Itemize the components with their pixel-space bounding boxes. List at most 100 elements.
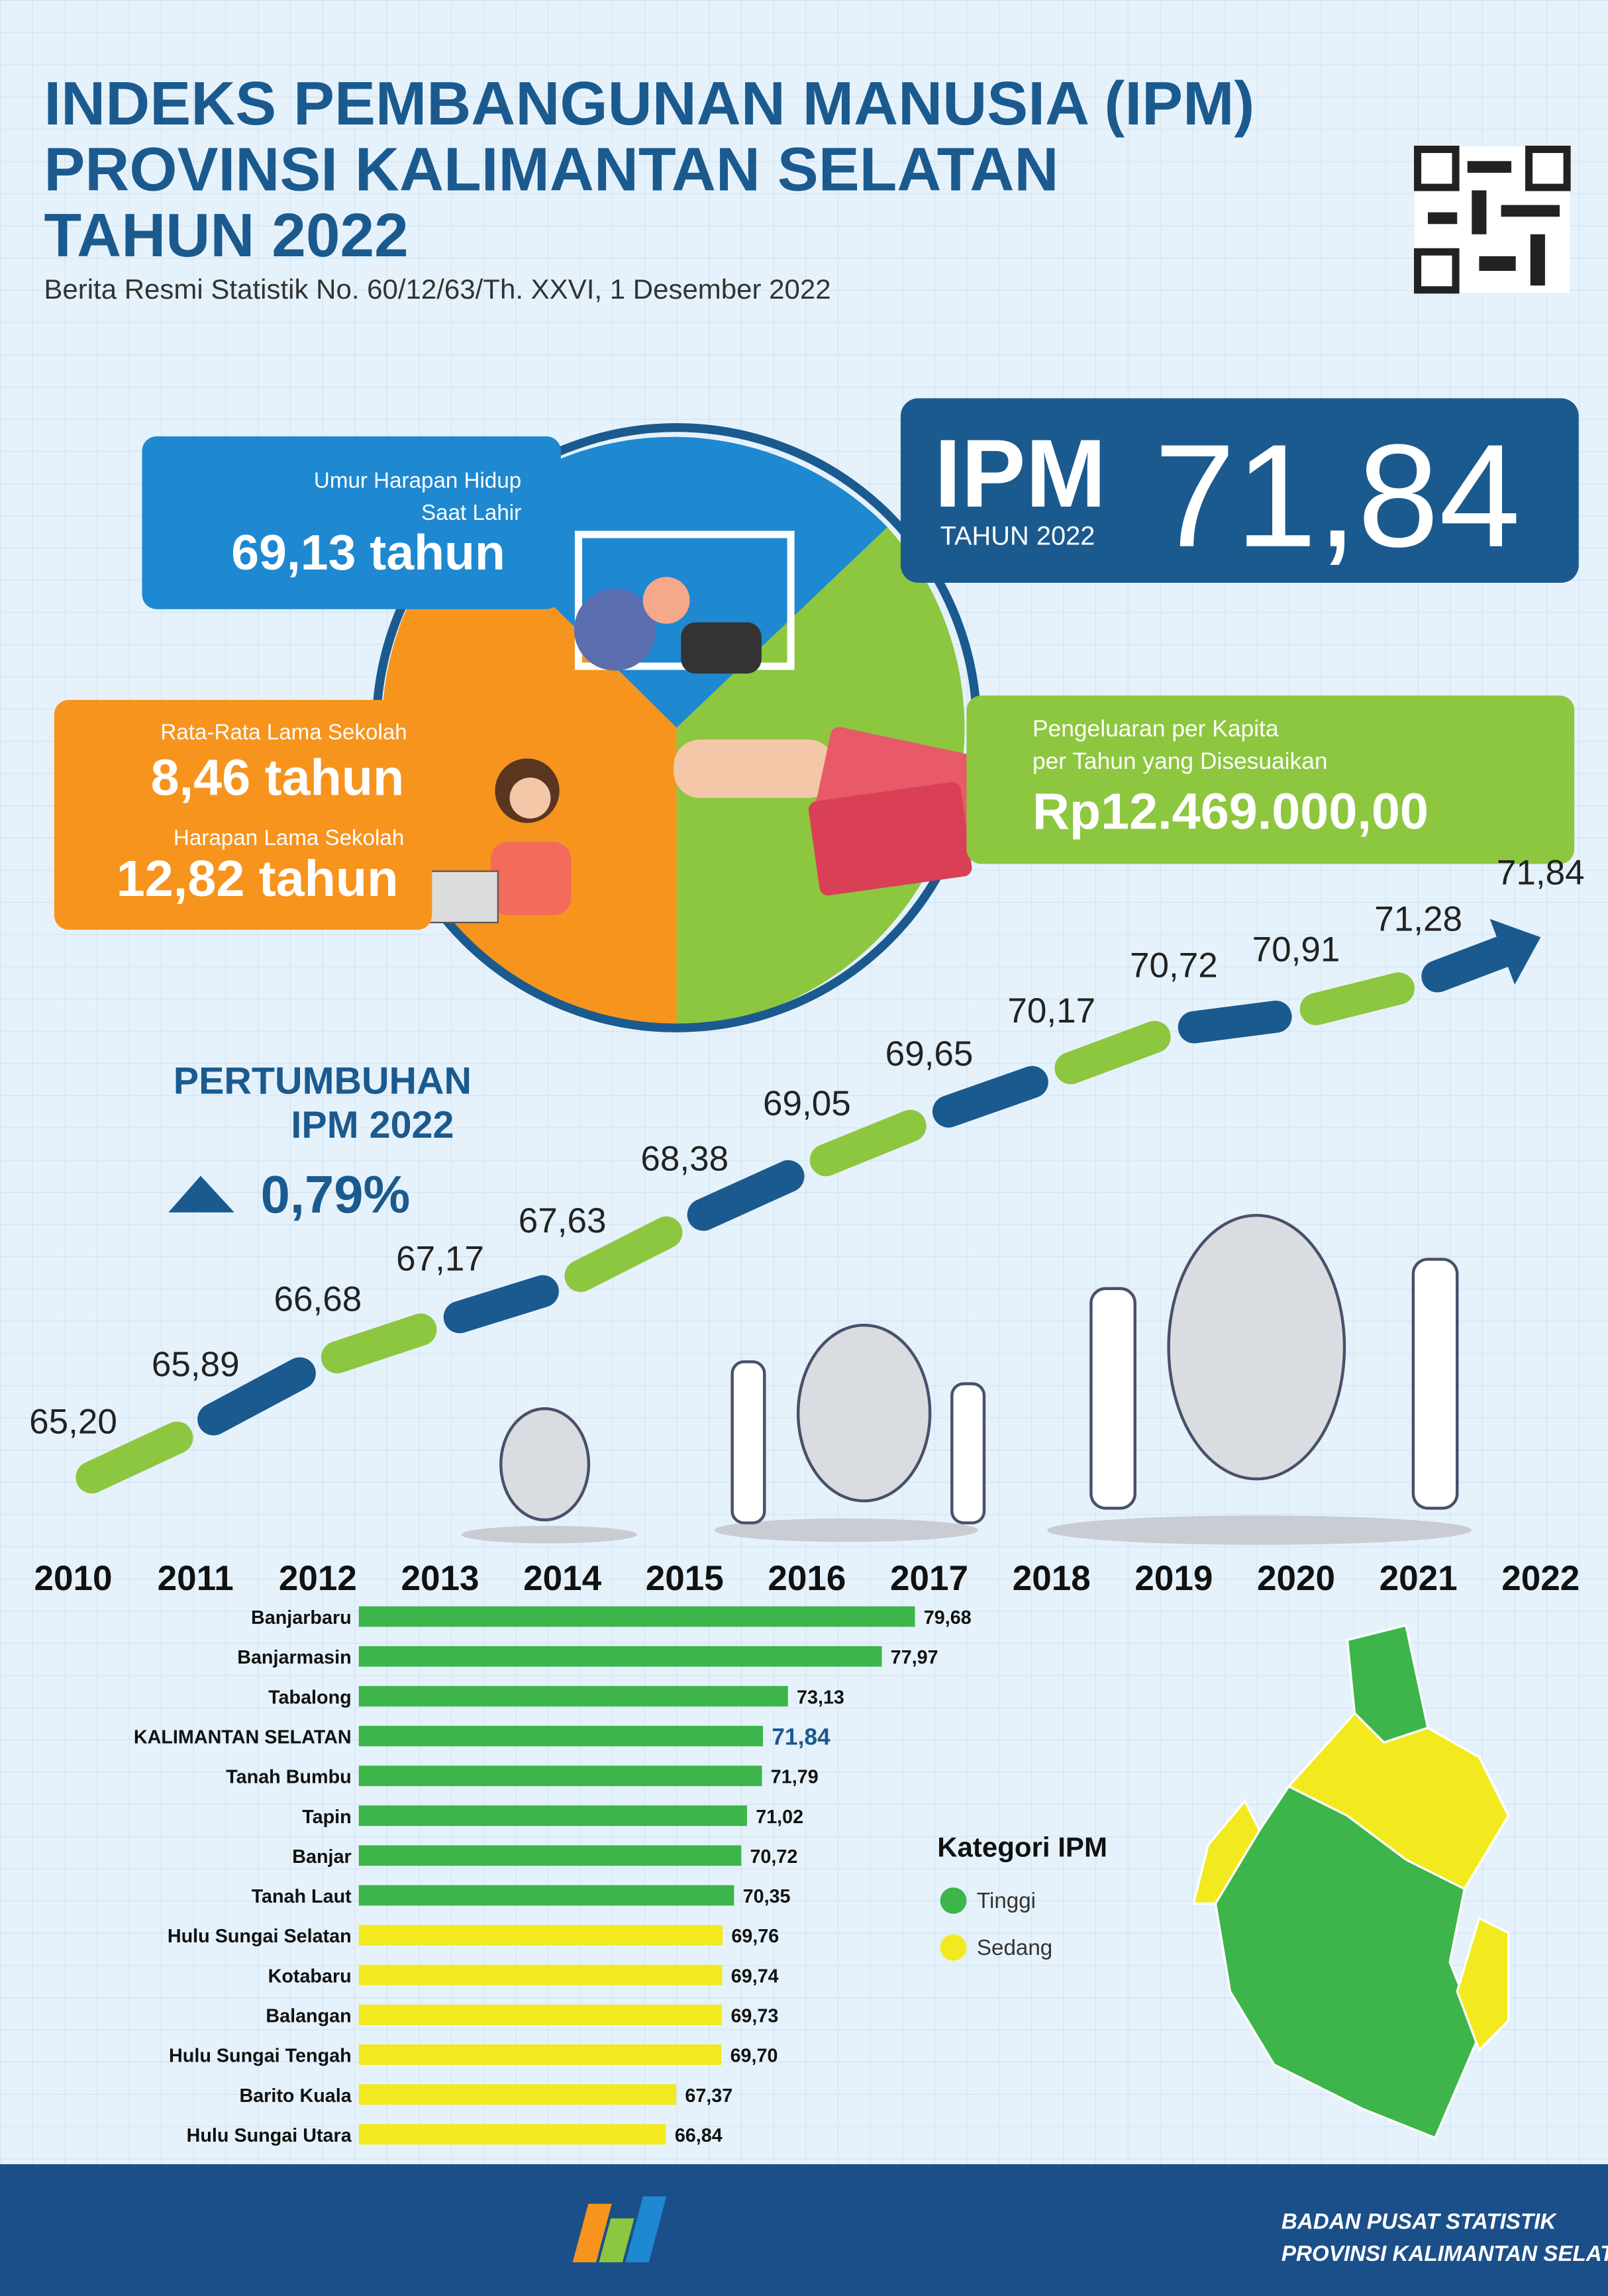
value-label: 70,72	[750, 1846, 797, 1868]
x-tick-label: 2017	[890, 1559, 968, 1598]
value-label: 79,68	[924, 1607, 972, 1628]
bar	[358, 1766, 762, 1787]
growth-label: PERTUMBUHAN	[174, 1060, 472, 1103]
ipm-label: IPM	[934, 419, 1106, 527]
bar	[358, 1885, 734, 1906]
value-label: 70,72	[1130, 946, 1218, 985]
value-label: 71,84	[772, 1724, 830, 1750]
value-label: 71,84	[1497, 854, 1585, 893]
growth-label: IPM 2022	[291, 1104, 454, 1146]
value-label: 69,73	[730, 2006, 778, 2027]
x-tick-label: 2011	[158, 1559, 234, 1598]
component-value: Rp12.469.000,00	[1032, 783, 1429, 840]
value-label: 65,20	[29, 1402, 117, 1441]
category-label: Kotabaru	[268, 1966, 352, 1987]
value-label: 69,70	[730, 2046, 778, 2067]
title-line: INDEKS PEMBANGUNAN MANUSIA (IPM)	[44, 69, 1254, 138]
trend-segment	[1178, 1000, 1292, 1044]
x-tick-label: 2010	[34, 1559, 113, 1598]
components-illustration	[372, 423, 981, 1032]
x-tick-label: 2014	[523, 1559, 602, 1598]
value-label: 77,97	[891, 1647, 938, 1668]
component-label: Pengeluaran per Kapita	[1032, 716, 1279, 742]
legend-title: Kategori IPM	[937, 1832, 1107, 1863]
value-label: 70,91	[1252, 930, 1340, 970]
trend-segment	[1054, 1021, 1171, 1085]
value-label: 70,17	[1007, 991, 1095, 1030]
bar	[358, 1845, 742, 1866]
category-label: Tanah Laut	[252, 1886, 352, 1907]
bar	[358, 1725, 763, 1746]
x-tick-label: 2012	[279, 1559, 357, 1598]
value-label: 71,02	[756, 1807, 803, 1828]
bar	[358, 1606, 915, 1627]
category-label: Tapin	[302, 1807, 352, 1828]
schooling-box	[54, 699, 432, 930]
category-label: Banjarmasin	[237, 1647, 351, 1668]
footer	[0, 2164, 1608, 2296]
trend-segment	[1421, 933, 1524, 993]
legend-label: Tinggi	[977, 1889, 1036, 1913]
bar	[358, 2084, 677, 2105]
ipm-year: TAHUN 2022	[940, 522, 1095, 551]
ipm-box	[900, 398, 1579, 583]
bar	[358, 2124, 666, 2145]
trend-segment	[75, 1421, 193, 1494]
expenditure-box	[966, 695, 1575, 864]
bar	[358, 2004, 723, 2025]
bar	[358, 1964, 723, 1985]
legend-swatch	[940, 1887, 967, 1914]
trend-segment	[321, 1313, 437, 1373]
category-label: Hulu Sungai Utara	[187, 2125, 352, 2146]
footer-text: BADAN PUSAT STATISTIK	[1281, 2209, 1558, 2234]
value-label: 67,63	[519, 1201, 607, 1240]
x-tick-label: 2022	[1501, 1559, 1580, 1598]
component-value: 8,46 tahun	[151, 750, 405, 807]
component-value: 12,82 tahun	[117, 850, 399, 907]
title-line: PROVINSI KALIMANTAN SELATAN	[44, 134, 1058, 203]
x-tick-label: 2020	[1257, 1559, 1335, 1598]
trend-segment	[932, 1066, 1048, 1128]
x-tick-label: 2013	[401, 1559, 479, 1598]
subtitle: Berita Resmi Statistik No. 60/12/63/Th. …	[44, 274, 830, 305]
ipm-value: 71,84	[1154, 414, 1520, 577]
value-label: 70,35	[743, 1886, 791, 1907]
robot-illustration	[461, 1213, 1472, 1545]
trend-segment	[564, 1216, 683, 1292]
footer-text: PROVINSI KALIMANTAN SELATAN	[1281, 2242, 1608, 2266]
component-label: Saat Lahir	[421, 501, 521, 525]
value-label: 66,84	[675, 2125, 723, 2146]
component-label: per Tahun yang Disesuaikan	[1032, 748, 1328, 774]
category-label: Banjarbaru	[251, 1607, 352, 1628]
bar	[358, 1924, 723, 1946]
x-tick-label: 2015	[646, 1559, 724, 1598]
trend-segment	[1299, 972, 1415, 1026]
category-label: Balangan	[266, 2006, 351, 2027]
trend-segment	[687, 1160, 805, 1231]
category-label: Tanah Bumbu	[226, 1767, 351, 1788]
category-label: Hulu Sungai Tengah	[169, 2046, 352, 2067]
category-label: Barito Kuala	[239, 2085, 352, 2107]
value-label: 69,65	[885, 1034, 974, 1073]
component-label: Harapan Lama Sekolah	[174, 826, 404, 850]
value-label: 66,68	[274, 1280, 362, 1319]
life-expectancy-box	[142, 436, 561, 609]
qr-code	[1414, 146, 1571, 294]
trend-segment	[443, 1275, 559, 1334]
growth-value: 0,79%	[261, 1165, 411, 1224]
value-label: 65,89	[152, 1345, 240, 1384]
value-label: 67,17	[396, 1239, 484, 1278]
x-tick-label: 2019	[1134, 1559, 1213, 1598]
value-label: 68,38	[640, 1139, 729, 1178]
category-label: Banjar	[292, 1846, 351, 1868]
bar	[358, 2044, 722, 2066]
x-tick-label: 2016	[768, 1559, 846, 1598]
component-value: 69,13 tahun	[231, 524, 505, 580]
bar	[358, 1685, 788, 1707]
legend-swatch	[940, 1934, 967, 1961]
trend-arrowhead	[1489, 919, 1541, 985]
title-line: TAHUN 2022	[44, 201, 408, 270]
bar	[358, 1646, 882, 1667]
